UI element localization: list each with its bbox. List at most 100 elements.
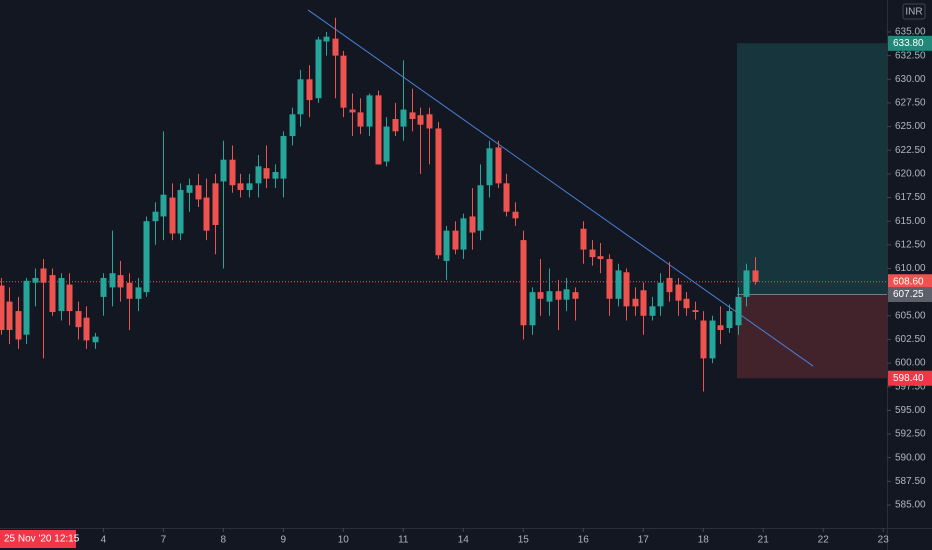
- x-tick-label: 9: [281, 535, 287, 546]
- candle-body: [203, 197, 210, 231]
- candle-body: [529, 292, 536, 326]
- candle-body: [186, 185, 193, 193]
- candle-body: [263, 168, 270, 179]
- candle-body: [135, 287, 142, 299]
- y-tick-label: 587.50: [895, 476, 926, 487]
- candle-body: [32, 277, 39, 283]
- candle-body: [332, 38, 339, 56]
- candle-body: [349, 109, 356, 113]
- y-tick-label: 617.50: [895, 192, 926, 203]
- candle-body: [580, 228, 587, 250]
- candle-body: [237, 183, 244, 190]
- candle-body: [640, 290, 647, 316]
- candle-body: [469, 216, 476, 233]
- y-tick-label: 600.00: [895, 358, 926, 369]
- candle-body: [117, 275, 124, 288]
- candle-body: [460, 218, 467, 250]
- candle-body: [615, 270, 622, 299]
- target-price-box: [888, 35, 932, 51]
- candle-body: [75, 311, 82, 328]
- candle-body: [0, 285, 5, 330]
- candle-body: [589, 249, 596, 258]
- candle-body: [623, 272, 630, 307]
- candle-body: [597, 256, 604, 260]
- candle-body: [606, 259, 613, 299]
- candle-body: [272, 171, 279, 179]
- x-tick-label: 23: [878, 535, 890, 546]
- candle-body: [92, 336, 99, 343]
- x-tick-label: 10: [338, 535, 350, 546]
- entry-price-box: [888, 287, 932, 303]
- profit-zone: [737, 43, 887, 295]
- x-tick-label: 21: [758, 535, 770, 546]
- candle-body: [126, 282, 133, 299]
- stop-price-label: 598.40: [893, 373, 924, 384]
- x-tick-label: 8: [221, 535, 227, 546]
- y-tick-label: 585.00: [895, 500, 926, 511]
- candle-body: [417, 115, 424, 125]
- candle-body: [23, 280, 30, 335]
- entry-price-label: 607.25: [893, 289, 924, 300]
- candle-body: [306, 79, 313, 101]
- candle-body: [49, 275, 56, 313]
- candle-body: [537, 292, 544, 299]
- candle-body: [177, 189, 184, 234]
- candle-body: [709, 320, 716, 359]
- candle-body: [160, 194, 167, 217]
- y-tick-label: 632.50: [895, 50, 926, 61]
- y-tick-label: 590.00: [895, 452, 926, 463]
- candle-body: [15, 311, 22, 340]
- candle-body: [6, 301, 13, 330]
- last-price-label: 608.60: [893, 276, 924, 287]
- y-tick-label: 602.50: [895, 334, 926, 345]
- x-tick-label: 22: [818, 535, 830, 546]
- candle-body: [315, 39, 322, 99]
- candle-body: [546, 291, 553, 302]
- candle-body: [400, 109, 407, 127]
- x-tick-label: 4: [101, 535, 107, 546]
- x-tick-label: 7: [161, 535, 167, 546]
- candle-body: [512, 211, 519, 219]
- candle-body: [503, 183, 510, 212]
- candle-body: [700, 320, 707, 359]
- candle-body: [143, 221, 150, 293]
- crosshair-time-label: 25 Nov '20 12:15: [4, 534, 80, 545]
- x-tick-label: 15: [518, 535, 530, 546]
- x-tick-label: 11: [398, 535, 409, 546]
- y-tick-label: 622.50: [895, 145, 926, 156]
- x-tick-label: 18: [698, 535, 710, 546]
- candle-body: [426, 114, 433, 129]
- candle-body: [443, 230, 450, 261]
- candle-body: [572, 292, 579, 299]
- x-tick-label: 16: [578, 535, 590, 546]
- candle-body: [666, 277, 673, 293]
- y-tick-label: 627.50: [895, 98, 926, 109]
- candle-body: [212, 183, 219, 225]
- x-tick-label: 14: [458, 535, 470, 546]
- candle-body: [555, 291, 562, 300]
- candle-body: [495, 147, 502, 184]
- candle-body: [683, 298, 690, 309]
- candle-body: [726, 311, 733, 329]
- candle-body: [375, 95, 382, 165]
- stop-price-box: [888, 370, 932, 386]
- candle-body: [100, 277, 107, 297]
- y-tick-label: 605.00: [895, 310, 926, 321]
- candle-body: [255, 166, 262, 184]
- x-tick-label: 17: [638, 535, 650, 546]
- candle-body: [83, 317, 90, 341]
- candle-body: [289, 114, 296, 137]
- candle-body: [657, 282, 664, 307]
- candle-body: [246, 183, 253, 190]
- crosshair-time-box: [0, 530, 76, 548]
- currency-box[interactable]: [902, 3, 926, 20]
- candle-body: [409, 112, 416, 120]
- candle-body: [109, 273, 116, 288]
- candle-body: [357, 112, 364, 127]
- y-tick-label: 610.00: [895, 263, 926, 274]
- currency-label[interactable]: INR: [905, 7, 922, 18]
- y-tick-label: 630.00: [895, 74, 926, 85]
- candle-body: [40, 268, 47, 283]
